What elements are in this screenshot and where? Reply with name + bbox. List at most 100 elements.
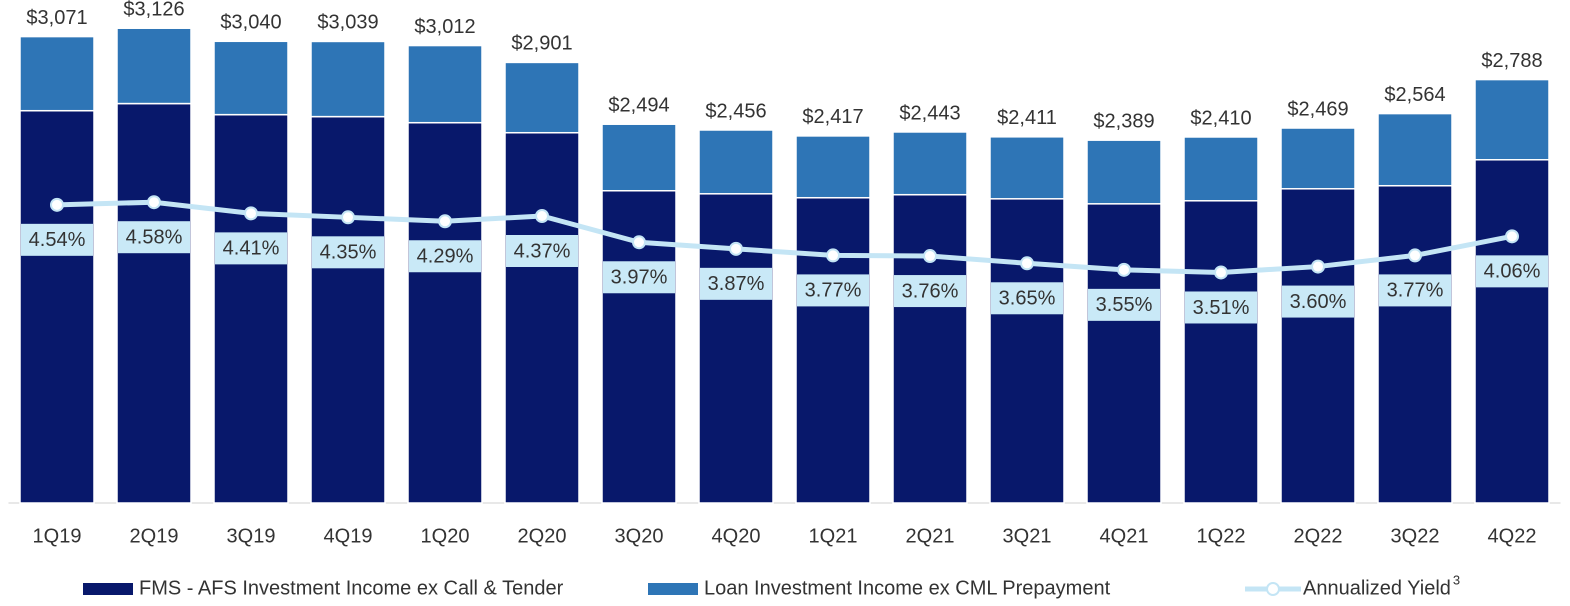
yield-point (632, 235, 646, 250)
yield-label-box (797, 274, 869, 307)
yield-label-box (1282, 285, 1354, 318)
legend-swatch (83, 583, 133, 595)
bar-segment (116, 102, 192, 504)
x-tick-label: 4Q21 (1100, 525, 1149, 547)
legend-footnote: 3 (1453, 572, 1460, 587)
total-label: $3,040 (220, 12, 281, 34)
yield-label-box (1379, 274, 1451, 307)
yield-label-box (603, 261, 675, 294)
yield-label: 3.76% (902, 280, 959, 302)
legend-label: Loan Investment Income ex CML Prepayment (704, 577, 1111, 599)
yield-label-box (21, 223, 93, 256)
total-label: $2,564 (1384, 84, 1445, 106)
yield-label-box (215, 232, 287, 265)
yield-line (56, 199, 1513, 275)
x-tick-label: 3Q19 (227, 525, 276, 547)
total-label: $2,417 (802, 106, 863, 128)
yield-label-box (991, 282, 1063, 315)
legend-label: Annualized Yield (1303, 577, 1451, 599)
bar-segment (1183, 136, 1259, 202)
bar-segment (601, 123, 677, 192)
yield-label-box (1476, 255, 1548, 288)
total-label: $2,411 (997, 107, 1057, 129)
yield-label: 3.51% (1193, 297, 1250, 319)
yield-label: 3.77% (805, 280, 862, 302)
bar-segment (1280, 188, 1356, 504)
bar-segment (795, 196, 871, 504)
yield-point (826, 248, 840, 263)
bar-segment (1280, 127, 1356, 190)
yield-label-box (894, 275, 966, 308)
x-tick-label: 1Q21 (809, 525, 858, 547)
total-label: $2,389 (1093, 110, 1154, 132)
yield-point (1117, 262, 1131, 277)
bar-segment (892, 131, 968, 196)
total-label: $3,071 (26, 7, 87, 29)
yield-label-box (1185, 291, 1257, 324)
bar-segment (698, 129, 774, 195)
yield-point (341, 210, 355, 225)
x-tick-label: 1Q20 (421, 525, 470, 547)
yield-label: 4.37% (514, 240, 571, 262)
yield-label-box (312, 236, 384, 269)
x-tick-label: 4Q19 (324, 525, 373, 547)
yield-point (50, 197, 64, 212)
total-label: $3,012 (414, 16, 475, 38)
bar-segment (19, 35, 95, 112)
yield-label: 3.60% (1290, 291, 1347, 313)
bar-segment (19, 109, 95, 504)
bar-segment (1474, 159, 1550, 504)
yield-point (244, 206, 258, 221)
yield-label-box (700, 267, 772, 300)
bar-segment (989, 198, 1065, 504)
bar-segment (116, 27, 192, 105)
x-tick-label: 3Q21 (1003, 525, 1052, 547)
bar-segment (504, 131, 580, 504)
yield-label: 3.55% (1096, 294, 1153, 316)
bar-segment (213, 113, 289, 504)
total-label: $3,039 (317, 12, 378, 34)
yield-point (438, 214, 452, 229)
legend-marker (1266, 582, 1280, 596)
bar-segment (1086, 139, 1162, 205)
x-tick-label: 3Q22 (1391, 525, 1440, 547)
yield-label: 4.54% (29, 229, 86, 251)
total-label: $2,901 (511, 33, 572, 55)
x-tick-label: 4Q20 (712, 525, 761, 547)
legend-swatch (648, 583, 698, 595)
yield-label: 3.65% (999, 288, 1056, 310)
x-tick-label: 1Q22 (1197, 525, 1246, 547)
total-label: $2,443 (899, 102, 960, 124)
yield-label: 3.97% (611, 267, 668, 289)
total-label: $2,494 (608, 95, 669, 117)
x-tick-label: 2Q21 (906, 525, 955, 547)
yield-label: 3.77% (1387, 280, 1444, 302)
yield-point (729, 241, 743, 256)
bar-segment (213, 40, 289, 116)
yield-point (147, 195, 161, 210)
bar-segment (310, 115, 386, 504)
bar-segment (407, 121, 483, 504)
yield-point (1408, 248, 1422, 263)
bar-segment (892, 193, 968, 504)
bar-segment (795, 135, 871, 199)
yield-point (1505, 229, 1519, 244)
x-tick-label: 2Q22 (1294, 525, 1343, 547)
yield-label-box (506, 234, 578, 267)
yield-label: 4.58% (126, 226, 183, 248)
x-tick-label: 2Q19 (130, 525, 179, 547)
yield-point (1214, 265, 1228, 280)
bar-segment (504, 61, 580, 134)
bar-segment (1377, 112, 1453, 187)
bar-segment (989, 136, 1065, 200)
bar-segment (1183, 200, 1259, 504)
yield-label: 4.41% (223, 238, 280, 260)
x-tick-label: 3Q20 (615, 525, 664, 547)
yield-label: 4.06% (1484, 261, 1541, 283)
total-label: $2,788 (1481, 50, 1542, 72)
total-label: $3,126 (123, 0, 184, 21)
legend-label: FMS - AFS Investment Income ex Call & Te… (139, 577, 564, 599)
yield-point (1020, 256, 1034, 271)
yield-point (535, 208, 549, 223)
yield-point (923, 249, 937, 264)
